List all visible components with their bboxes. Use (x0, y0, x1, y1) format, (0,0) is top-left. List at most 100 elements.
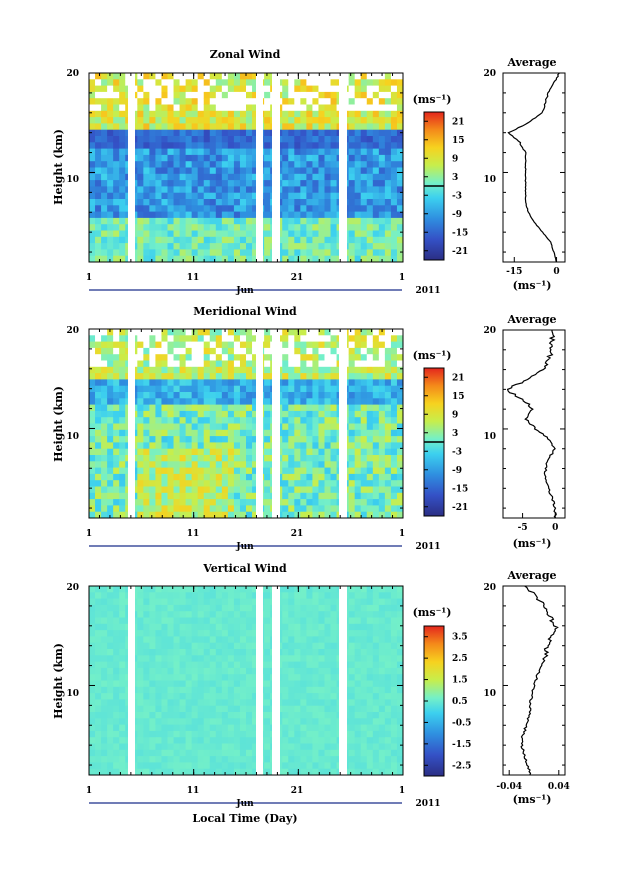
heatmap-cell (246, 642, 253, 650)
heatmap-cell (239, 410, 247, 418)
heatmap-cell (396, 756, 404, 763)
heatmap-cell (167, 161, 174, 168)
heatmap-cell (354, 667, 362, 675)
heatmap-cell (372, 335, 380, 342)
heatmap-cell (246, 347, 253, 355)
heatmap-cell (155, 154, 162, 162)
heatmap-cell (239, 705, 247, 713)
heatmap-cell (282, 192, 289, 200)
heatmap-cell (396, 335, 404, 342)
heatmap-cell (173, 712, 180, 719)
heatmap-cell (119, 148, 126, 156)
heatmap-cell (282, 161, 289, 168)
heatmap-cell (233, 230, 241, 238)
heatmap-cell (324, 423, 331, 431)
heatmap-cell (161, 255, 168, 263)
heatmap-cell (282, 455, 289, 462)
heatmap-cell (149, 230, 156, 238)
heatmap-cell (312, 224, 319, 231)
heatmap-cell (324, 667, 331, 675)
heatmap-cell (197, 762, 205, 770)
heatmap-cell (221, 73, 229, 80)
heatmap-cell (354, 642, 362, 650)
heatmap-cell (149, 148, 156, 156)
heatmap-cell (209, 347, 217, 355)
heatmap-cell (300, 473, 307, 481)
heatmap-cell (282, 148, 289, 156)
heatmap-cell (239, 718, 247, 725)
heatmap-cell (306, 98, 313, 105)
heatmap-cell (306, 756, 313, 763)
heatmap-cell (239, 249, 247, 257)
heatmap-cell (119, 117, 126, 124)
heatmap-cell (390, 73, 398, 80)
heatmap-cell (155, 724, 162, 732)
heatmap-cell (396, 473, 404, 481)
heatmap-cell (318, 604, 325, 612)
heatmap-cell (300, 667, 307, 675)
heatmap-cell (227, 743, 235, 751)
heatmap-cell (312, 604, 319, 612)
heatmap-cell (354, 680, 362, 688)
heatmap-cell (149, 604, 156, 612)
heatmap-cell (137, 586, 144, 593)
heatmap-cell (95, 455, 102, 462)
heatmap-cell (318, 335, 325, 342)
heatmap-cell (119, 73, 126, 80)
heatmap-cell (197, 199, 205, 206)
heatmap-cell (330, 230, 337, 238)
heatmap-cell (113, 473, 120, 481)
heatmap-cell (89, 161, 96, 168)
heatmap-cell (167, 85, 174, 93)
heatmap-cell (330, 680, 337, 688)
heatmap-cell (155, 762, 162, 770)
heatmap-cell (101, 186, 108, 194)
heatmap-cell (330, 598, 337, 606)
heatmap-cell (113, 667, 120, 675)
heatmap-cell (300, 511, 307, 519)
heatmap-cell (89, 674, 96, 681)
heatmap-cell (161, 136, 168, 143)
heatmap-cell (215, 73, 223, 80)
heatmap-cell (246, 79, 253, 86)
heatmap-cell (312, 505, 319, 513)
heatmap-cell (209, 154, 217, 162)
heatmap-cell (294, 360, 301, 368)
heatmap-cell (378, 749, 386, 757)
heatmap-cell (215, 448, 223, 456)
heatmap-cell (179, 211, 187, 219)
heatmap-cell (95, 505, 102, 513)
heatmap-cell (155, 85, 162, 93)
heatmap-cell (390, 360, 398, 368)
heatmap-cell (366, 768, 374, 776)
heatmap-cell (390, 373, 398, 380)
heatmap-cell (215, 461, 223, 468)
heatmap-cell (209, 129, 217, 137)
heatmap-cell (155, 649, 162, 656)
heatmap-cell (227, 335, 235, 342)
heatmap-cell (89, 611, 96, 618)
heatmap-cell (89, 243, 96, 250)
heatmap-cell (179, 642, 187, 650)
heatmap-cell (288, 398, 295, 405)
heatmap-cell (161, 354, 168, 361)
heatmap-cell (167, 455, 174, 462)
heatmap-cell (101, 123, 108, 131)
heatmap-cell (330, 686, 337, 694)
heatmap-cell (143, 392, 150, 399)
heatmap-cell (221, 762, 229, 770)
heatmap-cell (119, 173, 126, 181)
heatmap-cell (197, 737, 205, 744)
heatmap-cell (221, 492, 229, 500)
heatmap-cell (89, 448, 96, 456)
heatmap-cell (161, 667, 168, 675)
heatmap-cell (179, 623, 187, 631)
heatmap-cell (378, 442, 386, 450)
heatmap-cell (312, 392, 319, 399)
heatmap-cell (143, 661, 150, 669)
heatmap-cell (215, 429, 223, 437)
heatmap-cell (185, 511, 193, 519)
heatmap-cell (209, 667, 217, 675)
heatmap-cell (119, 199, 126, 206)
heatmap-cell (306, 486, 313, 494)
